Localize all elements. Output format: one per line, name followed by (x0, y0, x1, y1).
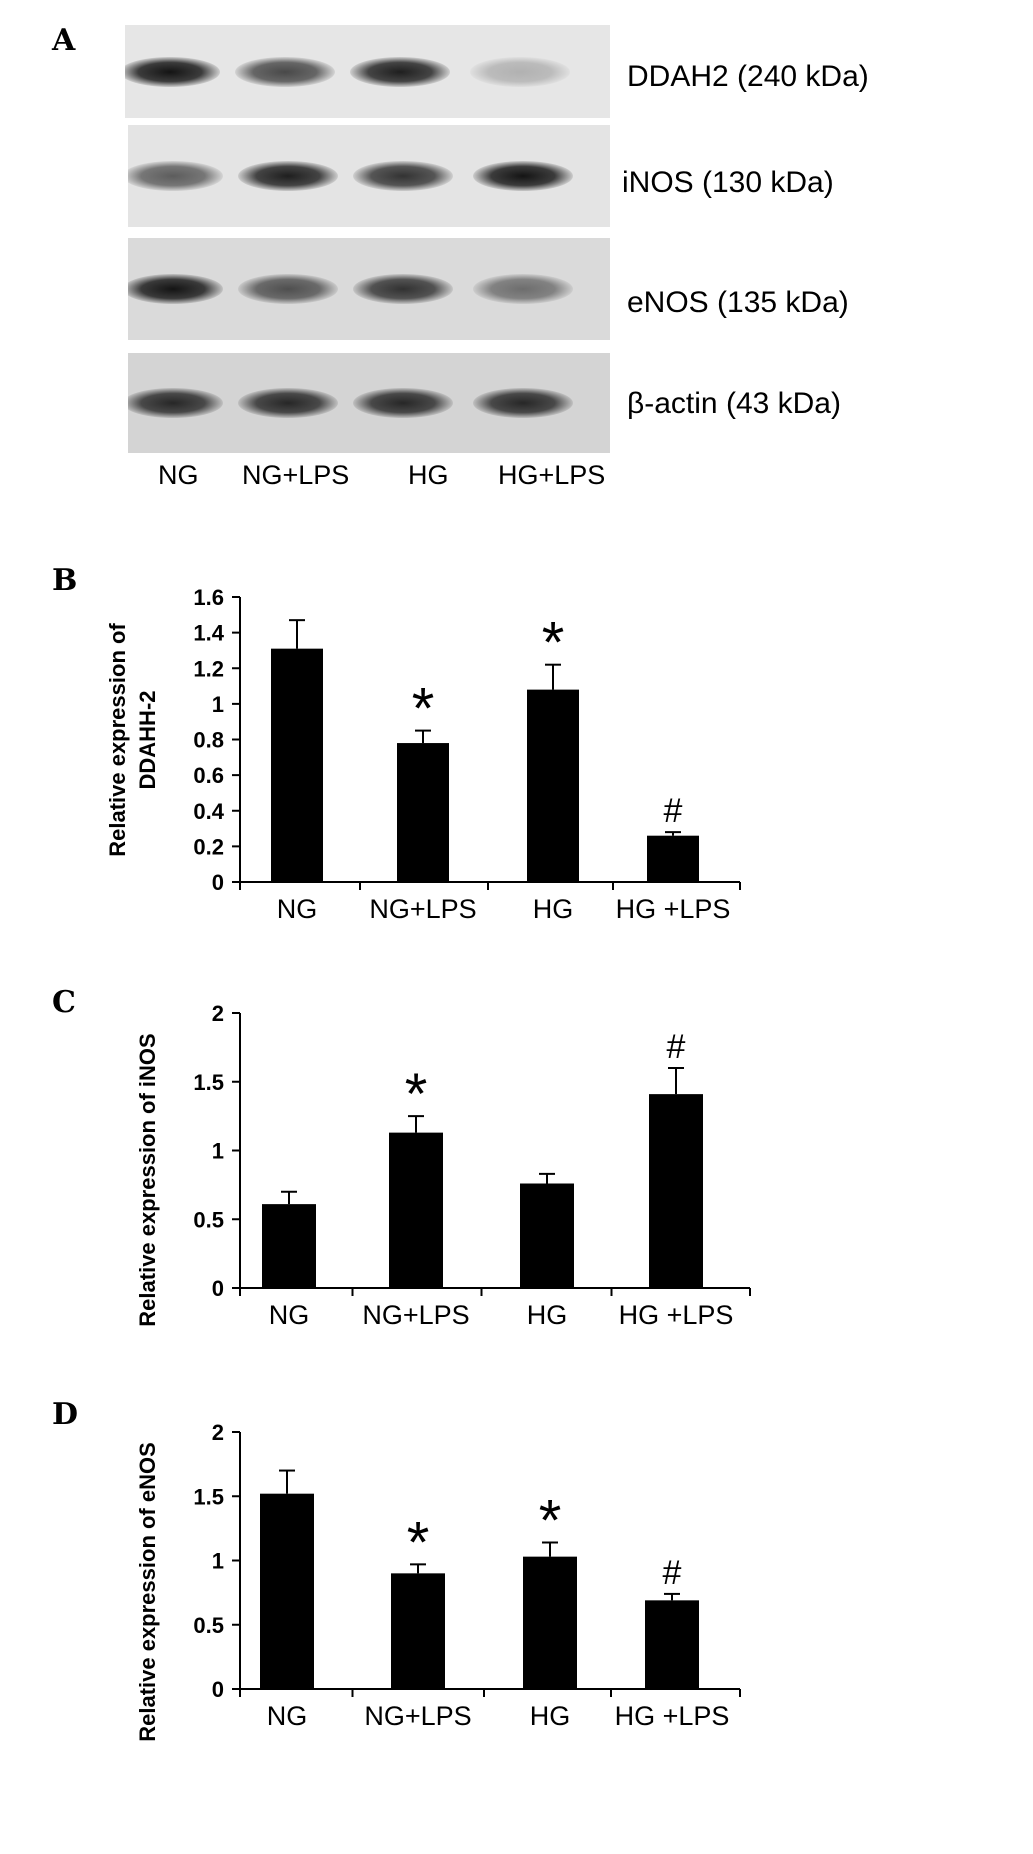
chart-c-bar (262, 1204, 316, 1288)
blot-band-enos-lane-4 (473, 274, 573, 304)
bar-chart-inos: 0 0.5 1 1.5 2 NG * NG+LPS HG # HG +LPS Relative exp… (135, 1001, 751, 1330)
blot-strip-enos (128, 238, 610, 340)
chart-d-bar (391, 1573, 445, 1689)
chart-b-significance-mark: * (412, 677, 435, 742)
chart-b-y-tick-label: 0.4 (193, 799, 224, 824)
blot-band-ddah2-lane-4 (470, 56, 570, 87)
blot-band-beta-actin-lane-1 (128, 388, 223, 418)
chart-c-category-label: HG +LPS (619, 1300, 734, 1330)
chart-d-y-axis-label: Relative expression of eNOS (135, 1442, 160, 1742)
blot-label-ddah2: DDAH2 (240 kDa) (627, 60, 869, 93)
chart-c-category-label: NG+LPS (362, 1300, 469, 1330)
chart-c-y-tick-label: 1.5 (193, 1070, 224, 1095)
chart-c-y-tick-label: 0.5 (193, 1207, 224, 1232)
chart-c-category-label: NG (269, 1300, 310, 1330)
chart-b-y-tick-label: 1.6 (193, 585, 224, 610)
chart-d-significance-mark: # (663, 1554, 682, 1592)
chart-b-y-axis-label: DDAHH-2 (135, 691, 160, 790)
chart-d-bar (523, 1556, 577, 1689)
blot-label-inos: iNOS (130 kDa) (622, 166, 834, 199)
chart-d-y-tick-label: 2 (212, 1420, 224, 1445)
chart-b-category-label: NG+LPS (369, 894, 476, 924)
blot-band-enos-lane-3 (353, 274, 453, 304)
chart-b-y-tick-label: 1 (212, 692, 224, 717)
chart-c-significance-mark: * (405, 1062, 428, 1127)
chart-d-significance-mark: * (539, 1489, 562, 1554)
chart-d-category-label: HG +LPS (615, 1701, 730, 1731)
panel-label-c: C (52, 985, 76, 1020)
chart-d-bar (645, 1600, 699, 1689)
chart-d-y-tick-label: 0.5 (193, 1613, 224, 1638)
chart-c-bar (520, 1183, 574, 1288)
bar-chart-ddah2: 0 0.2 0.4 0.6 0.8 1 1.2 1.4 1.6 NG * NG+LPS * HG # HG +… (105, 585, 741, 924)
chart-d-y-tick-label: 0 (212, 1677, 224, 1702)
chart-b-bar (527, 689, 579, 882)
blot-band-beta-actin-lane-3 (353, 388, 453, 418)
blot-band-beta-actin-lane-4 (473, 388, 573, 418)
chart-d-category-label: HG (530, 1701, 571, 1731)
chart-c-y-tick-label: 2 (212, 1001, 224, 1026)
blot-strip-beta-actin (128, 353, 610, 453)
blot-band-inos-lane-2 (238, 161, 338, 191)
chart-d-category-label: NG (267, 1701, 308, 1731)
chart-c-category-label: HG (527, 1300, 568, 1330)
panel-label-d: D (52, 1397, 79, 1432)
chart-d-category-label: NG+LPS (364, 1701, 471, 1731)
chart-b-bar (271, 648, 323, 882)
chart-b-category-label: HG (533, 894, 574, 924)
chart-c-bar (649, 1094, 703, 1288)
chart-b-y-tick-label: 0.6 (193, 763, 224, 788)
chart-c-y-tick-label: 0 (212, 1276, 224, 1301)
chart-b-bar (647, 835, 699, 882)
blot-band-enos-lane-1 (128, 274, 223, 304)
chart-b-y-axis-label: Relative expression of (105, 623, 130, 857)
chart-b-y-tick-label: 1.4 (193, 621, 224, 646)
chart-c-y-axis-label: Relative expression of iNOS (135, 1033, 160, 1326)
blot-label-enos: eNOS (135 kDa) (627, 286, 849, 319)
chart-b-y-tick-label: 0.2 (193, 834, 224, 859)
chart-d-y-tick-label: 1.5 (193, 1484, 224, 1509)
blot-band-inos-lane-3 (353, 161, 453, 191)
blot-band-inos-lane-1 (128, 161, 223, 191)
blot-strip-inos (128, 125, 610, 227)
chart-b-y-tick-label: 0.8 (193, 728, 224, 753)
blot-lane-label-hg-lps: HG+LPS (498, 460, 606, 490)
blot-lane-label-ng-lps: NG+LPS (242, 460, 350, 490)
chart-b-significance-mark: * (542, 611, 565, 676)
blot-strip-ddah2 (125, 25, 610, 118)
chart-c-significance-mark: # (667, 1028, 686, 1066)
chart-b-significance-mark: # (664, 792, 683, 830)
blot-band-inos-lane-4 (473, 161, 573, 191)
chart-b-y-tick-label: 1.2 (193, 656, 224, 681)
blot-band-ddah2-lane-1 (125, 56, 220, 87)
chart-d-y-tick-label: 1 (212, 1549, 224, 1574)
chart-b-bar (397, 743, 449, 882)
chart-b-category-label: NG (277, 894, 318, 924)
blot-band-ddah2-lane-2 (235, 56, 335, 87)
chart-d-bar (260, 1493, 314, 1689)
chart-c-y-tick-label: 1 (212, 1139, 224, 1164)
blot-label-beta-actin: β-actin (43 kDa) (627, 387, 841, 420)
blot-band-enos-lane-2 (238, 274, 338, 304)
blot-band-beta-actin-lane-2 (238, 388, 338, 418)
chart-b-category-label: HG +LPS (616, 894, 731, 924)
blot-band-ddah2-lane-3 (350, 56, 450, 87)
bar-chart-enos: 0 0.5 1 1.5 2 NG * NG+LPS * HG # HG +LPS Relative ex… (135, 1420, 741, 1742)
chart-d-significance-mark: * (407, 1510, 430, 1575)
panel-label-a: A (52, 23, 76, 58)
blot-lane-label-hg: HG (408, 460, 449, 490)
panel-label-b: B (52, 563, 78, 598)
blot-lane-label-ng: NG (158, 460, 199, 490)
chart-c-bar (389, 1132, 443, 1288)
chart-b-y-tick-label: 0 (212, 870, 224, 895)
